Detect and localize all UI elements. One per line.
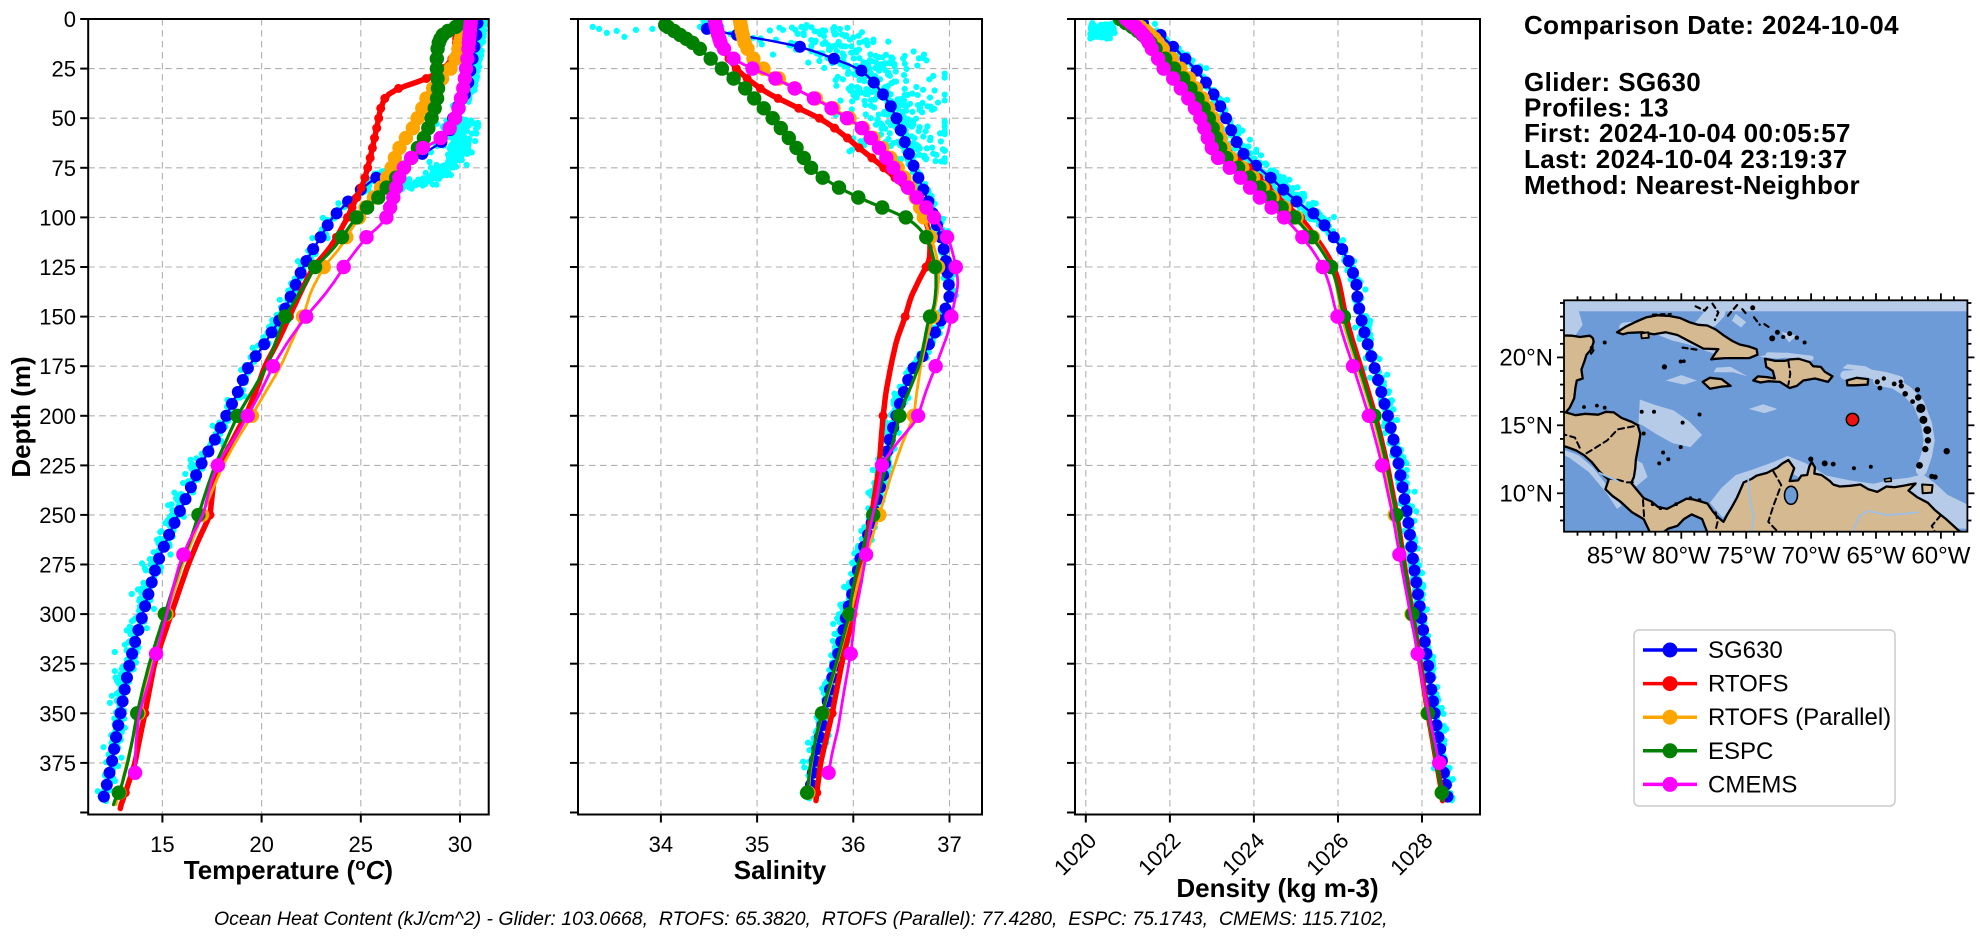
svg-text:50: 50 xyxy=(52,106,76,131)
svg-text:Glider: SG630: Glider: SG630 xyxy=(1524,67,1701,97)
svg-text:80°W: 80°W xyxy=(1652,543,1711,570)
svg-text:25: 25 xyxy=(52,57,76,82)
svg-text:Comparison Date: 2024-10-04: Comparison Date: 2024-10-04 xyxy=(1524,10,1899,40)
svg-text:85°W: 85°W xyxy=(1587,543,1646,570)
svg-text:36: 36 xyxy=(841,832,865,857)
svg-text:350: 350 xyxy=(39,701,76,726)
svg-text:35: 35 xyxy=(745,832,769,857)
svg-text:30: 30 xyxy=(448,832,472,857)
svg-text:20°N: 20°N xyxy=(1499,344,1553,371)
svg-text:375: 375 xyxy=(39,751,76,776)
svg-text:200: 200 xyxy=(39,404,76,429)
svg-text:100: 100 xyxy=(39,205,76,230)
svg-text:0: 0 xyxy=(64,7,76,32)
svg-text:Method: Nearest-Neighbor: Method: Nearest-Neighbor xyxy=(1524,170,1860,200)
svg-text:CMEMS: CMEMS xyxy=(1708,771,1797,798)
svg-text:150: 150 xyxy=(39,305,76,330)
svg-text:Density (kg m-3): Density (kg m-3) xyxy=(1176,873,1378,903)
svg-text:RTOFS (Parallel): RTOFS (Parallel) xyxy=(1708,704,1891,731)
svg-text:ESPC: ESPC xyxy=(1708,738,1773,765)
svg-text:34: 34 xyxy=(649,832,673,857)
svg-text:SG630: SG630 xyxy=(1708,637,1783,664)
svg-text:Profiles: 13: Profiles: 13 xyxy=(1524,93,1669,123)
svg-text:25: 25 xyxy=(349,832,373,857)
svg-text:Last: 2024-10-04 23:19:37: Last: 2024-10-04 23:19:37 xyxy=(1524,144,1848,174)
svg-text:75°W: 75°W xyxy=(1717,543,1776,570)
svg-text:15°N: 15°N xyxy=(1499,412,1553,439)
svg-text:65°W: 65°W xyxy=(1847,543,1906,570)
svg-text:Ocean Heat Content (kJ/cm^2) -: Ocean Heat Content (kJ/cm^2) - Glider: 1… xyxy=(214,908,1388,930)
svg-text:300: 300 xyxy=(39,602,76,627)
svg-text:Depth (m): Depth (m) xyxy=(6,356,36,477)
svg-text:First: 2024-10-04 00:05:57: First: 2024-10-04 00:05:57 xyxy=(1524,118,1851,148)
svg-text:10°N: 10°N xyxy=(1499,480,1553,507)
svg-text:250: 250 xyxy=(39,503,76,528)
svg-text:70°W: 70°W xyxy=(1782,543,1841,570)
svg-text:75: 75 xyxy=(52,156,76,181)
svg-text:225: 225 xyxy=(39,453,76,478)
svg-text:Salinity: Salinity xyxy=(734,855,827,885)
svg-text:325: 325 xyxy=(39,652,76,677)
svg-text:175: 175 xyxy=(39,354,76,379)
svg-text:20: 20 xyxy=(249,832,273,857)
svg-text:37: 37 xyxy=(937,832,961,857)
svg-text:125: 125 xyxy=(39,255,76,280)
svg-text:60°W: 60°W xyxy=(1911,543,1970,570)
svg-text:15: 15 xyxy=(150,832,174,857)
svg-text:RTOFS: RTOFS xyxy=(1708,671,1788,698)
svg-text:275: 275 xyxy=(39,553,76,578)
